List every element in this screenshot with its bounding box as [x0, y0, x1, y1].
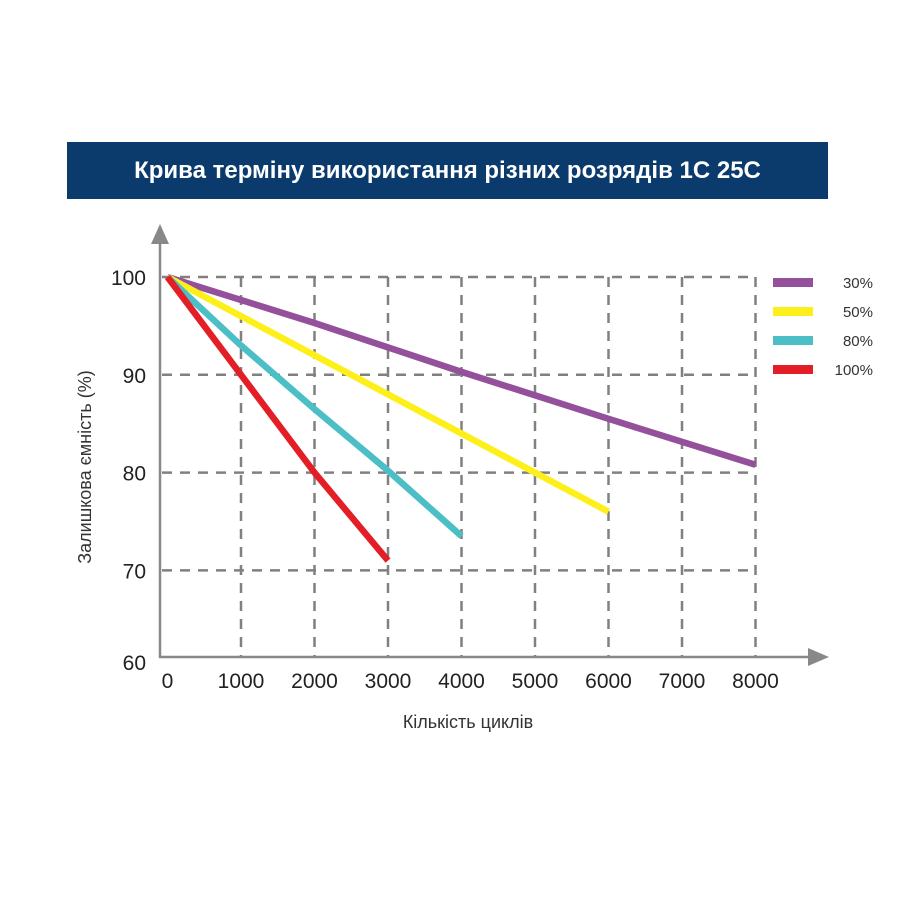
legend-swatch: [773, 307, 813, 316]
x-tick-label: 8000: [732, 670, 779, 693]
x-tick-label: 4000: [438, 670, 485, 693]
y-axis-arrow-icon: [151, 224, 169, 244]
x-tick-label: 0: [162, 670, 174, 693]
legend-label: 80%: [843, 333, 873, 350]
x-tick-label: 1000: [218, 670, 265, 693]
legend-label: 100%: [835, 362, 873, 379]
x-axis-label: Кількість циклів: [403, 712, 533, 732]
legend-swatch: [773, 365, 813, 374]
y-tick-label: 70: [123, 560, 146, 583]
y-tick-label: 100: [111, 267, 146, 290]
x-axis-arrow-icon: [808, 648, 829, 666]
y-tick-label: 80: [123, 463, 146, 486]
x-tick-label: 5000: [512, 670, 559, 693]
legend-label: 30%: [843, 275, 873, 292]
series-line-30pct: [166, 273, 757, 468]
y-axis-label: Залишкова ємність (%): [75, 370, 95, 563]
legend-swatch: [773, 278, 813, 287]
y-tick-label: 90: [123, 365, 146, 388]
legend-label: 50%: [843, 304, 873, 321]
x-tick-label: 7000: [659, 670, 706, 693]
series-line-50pct: [165, 274, 611, 515]
chart-title: Крива терміну використання різних розряд…: [67, 142, 828, 199]
series-line-80pct: [165, 274, 464, 539]
x-tick-label: 3000: [365, 670, 412, 693]
y-tick-label: 60: [123, 652, 146, 675]
x-tick-label: 6000: [585, 670, 632, 693]
x-tick-label: 2000: [291, 670, 338, 693]
legend-swatch: [773, 336, 813, 345]
series-line-100pct: [164, 275, 391, 563]
